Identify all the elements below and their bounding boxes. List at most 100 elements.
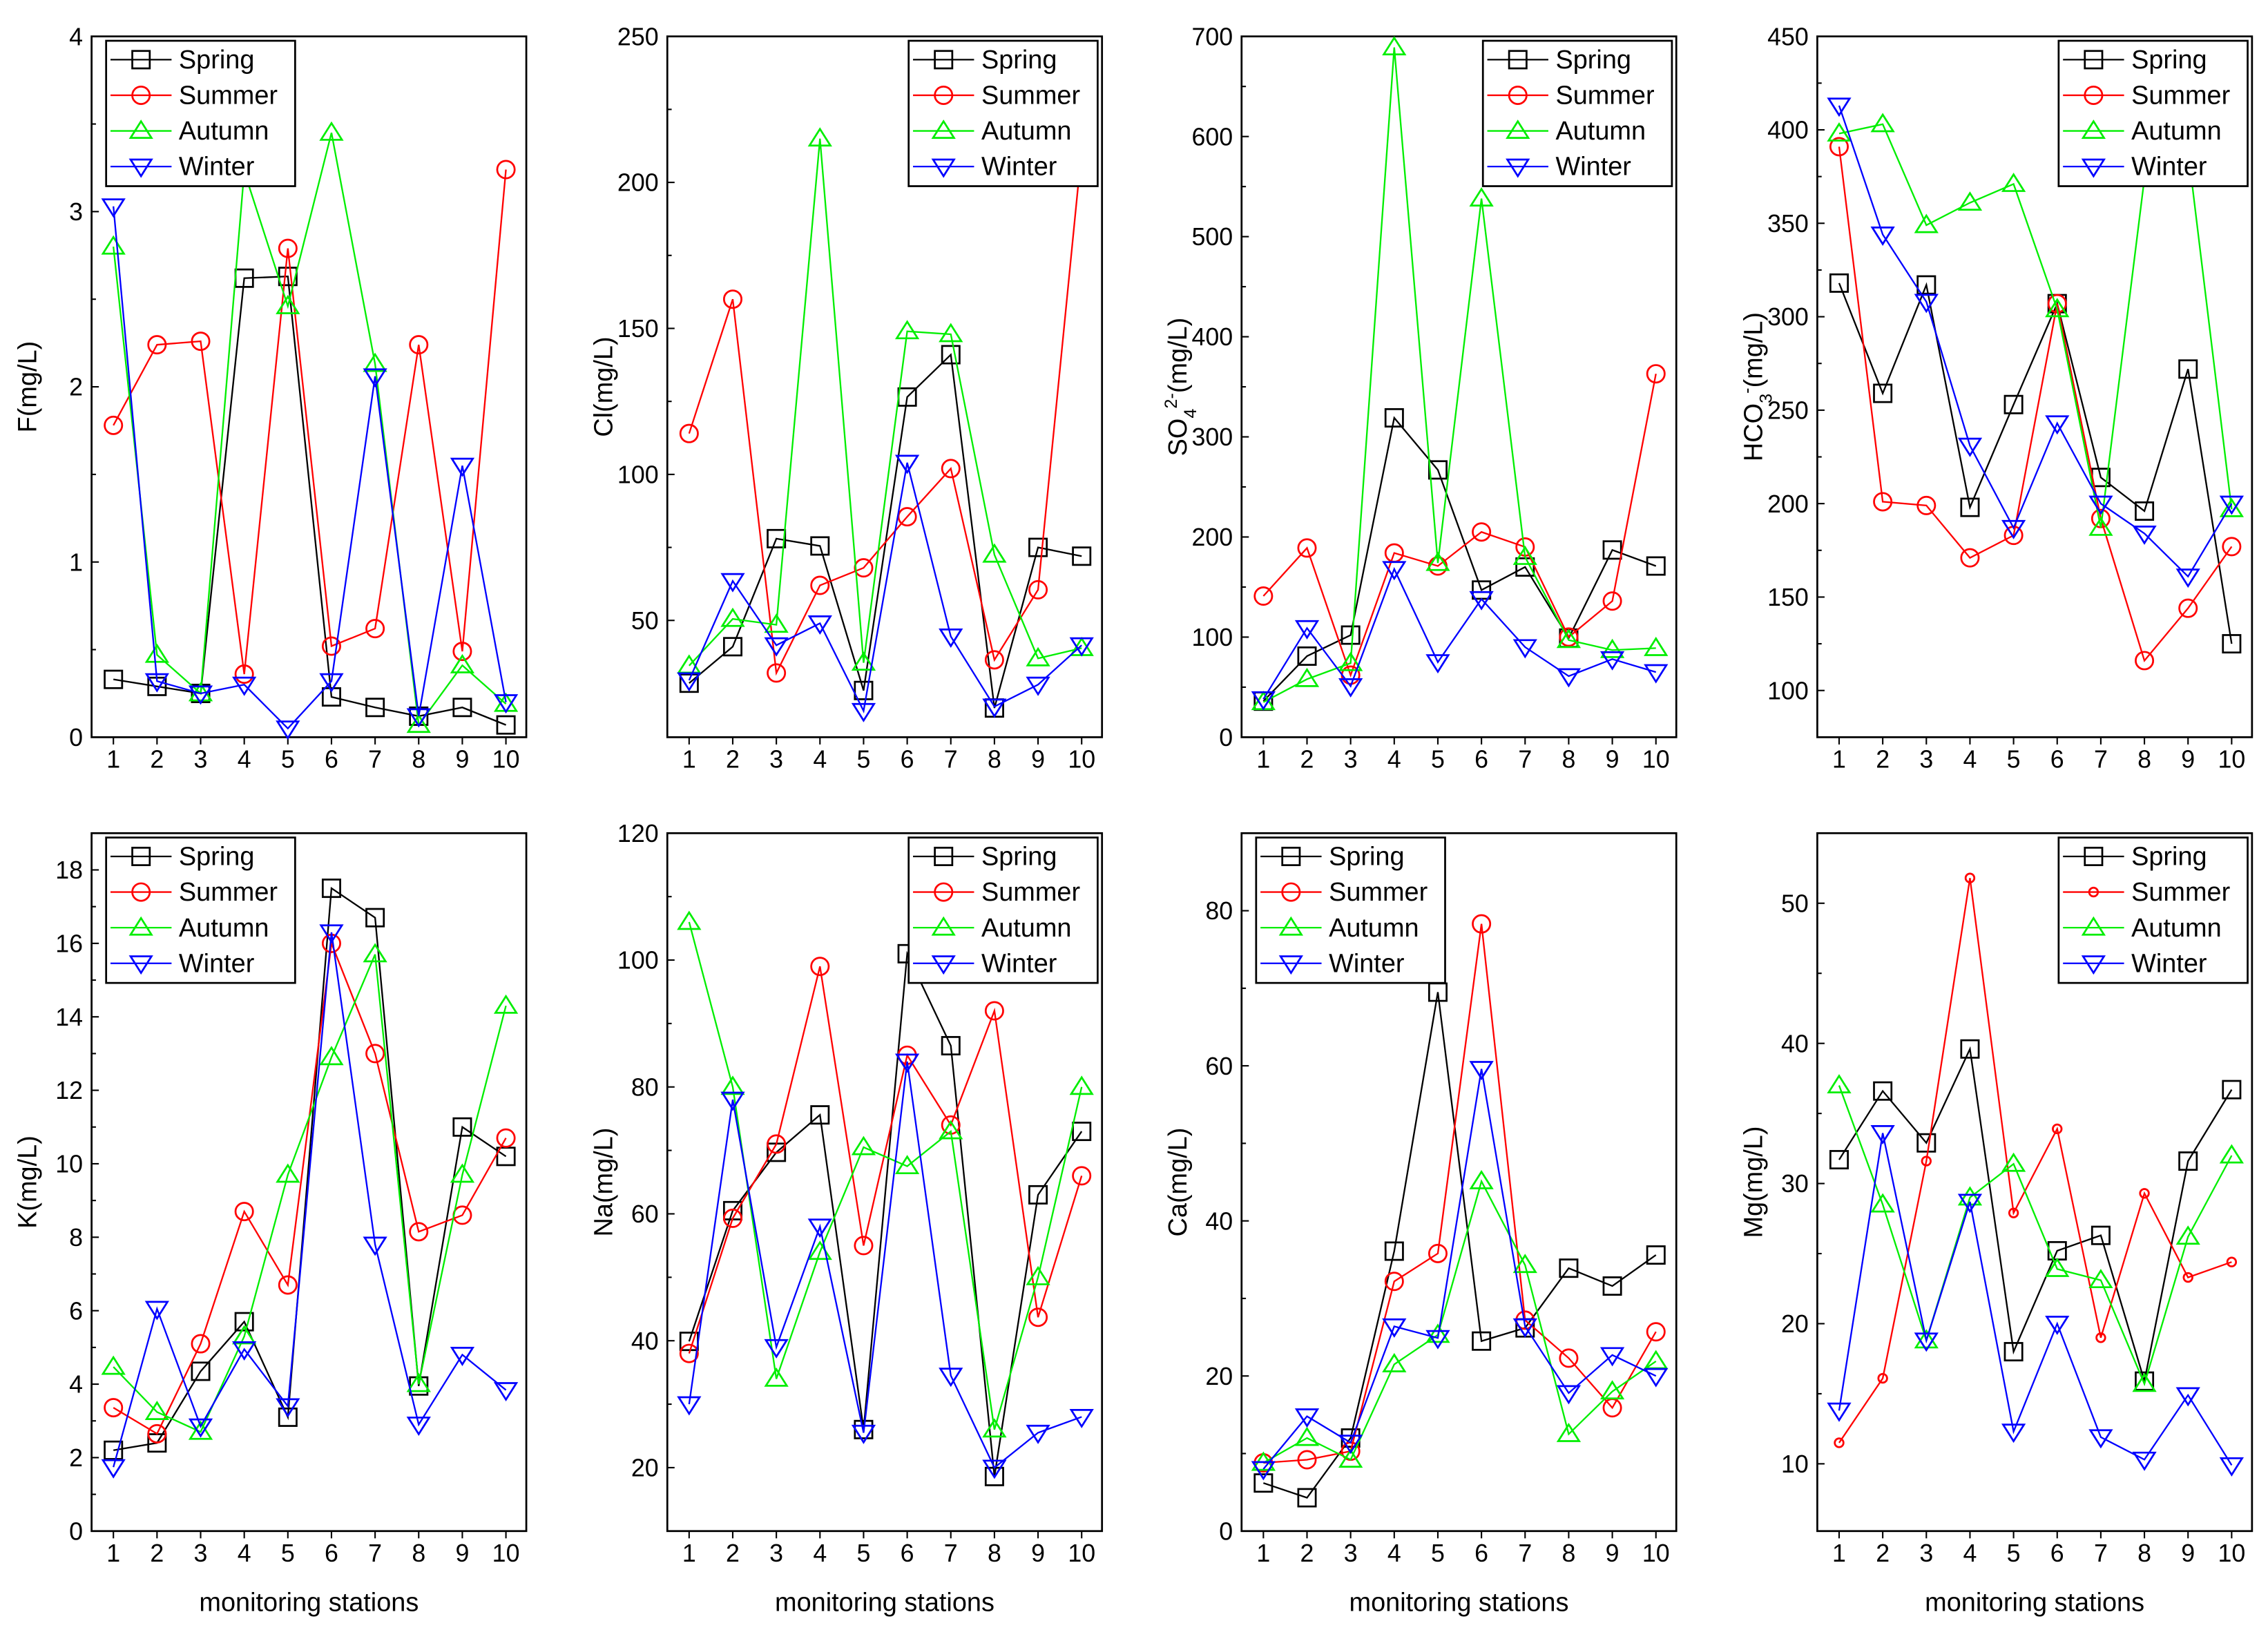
y-axis-label: Cl(mg/L) (589, 336, 618, 437)
legend-marker-autumn (128, 916, 153, 936)
data-point-spring (1072, 546, 1092, 566)
x-tick-label: 3 (194, 746, 208, 774)
data-point-autumn (720, 607, 745, 627)
data-point-spring (854, 680, 874, 700)
x-tick-label: 7 (2094, 1540, 2108, 1567)
data-point-winter (1026, 676, 1050, 696)
data-point-winter (851, 702, 876, 722)
data-point-summer (147, 335, 167, 355)
legend-marker-spring (2084, 846, 2104, 866)
data-point-autumn (1957, 191, 1983, 211)
x-tick-label: 5 (1431, 746, 1445, 774)
data-point-autumn (188, 1420, 213, 1440)
data-point-summer (810, 957, 830, 977)
y-tick-label: 120 (617, 820, 659, 847)
data-point-summer (191, 332, 211, 352)
y-tick-label: 1 (69, 548, 83, 576)
data-point-winter (1914, 1332, 1939, 1352)
data-point-autumn (144, 1401, 169, 1420)
x-tick-label: 3 (769, 746, 783, 774)
legend-label: Autumn (2131, 914, 2222, 943)
data-point-winter (720, 1091, 745, 1111)
data-point-spring (1873, 1081, 1893, 1101)
data-point-autumn (1870, 113, 1895, 133)
data-point-autumn (450, 1163, 475, 1183)
data-point-winter (450, 457, 475, 477)
x-tick-label: 5 (856, 746, 870, 774)
data-point-summer (234, 664, 254, 684)
data-point-summer (409, 335, 429, 355)
legend-marker-autumn (931, 916, 956, 936)
data-point-summer (679, 1343, 699, 1363)
legend-box (2057, 836, 2249, 984)
series-line-autumn (113, 954, 507, 1433)
legend-marker-winter (2081, 955, 2106, 975)
x-tick-label: 7 (944, 1540, 958, 1567)
data-point-summer (104, 415, 124, 435)
y-tick-label: 10 (55, 1151, 83, 1178)
x-tick-label: 1 (682, 746, 696, 774)
x-tick-label: 3 (1919, 1540, 1933, 1567)
y-axis-label: SO42-(mg/L) (1162, 318, 1200, 457)
legend-box (1481, 39, 1673, 187)
data-point-winter (232, 1341, 257, 1361)
data-point-autumn (1069, 1075, 1094, 1095)
y-tick-label: 150 (617, 315, 659, 343)
data-point-spring (1028, 1185, 1048, 1205)
y-tick-label: 50 (1781, 890, 1809, 917)
y-axis-label: HCO3-(mg/L) (1737, 312, 1776, 461)
data-point-winter (764, 637, 789, 657)
data-point-summer (767, 1134, 787, 1154)
legend: Spring Summer Autumn Winter (907, 836, 1099, 984)
data-point-summer (1028, 579, 1048, 600)
y-tick-label: 2 (69, 1444, 83, 1472)
data-point-winter (2132, 1451, 2157, 1471)
data-point-spring (1960, 497, 1980, 517)
series-line-summer (113, 943, 507, 1435)
data-point-winter (1870, 227, 1895, 246)
data-point-autumn (1556, 1422, 1582, 1442)
data-point-autumn (450, 653, 475, 673)
data-point-winter (851, 1424, 876, 1444)
legend-box (1255, 836, 1446, 984)
data-point-summer (1646, 364, 1666, 384)
data-point-summer (1559, 1348, 1579, 1368)
y-tick-label: 0 (69, 1517, 83, 1545)
data-point-autumn (1599, 1380, 1625, 1400)
y-tick-label: 12 (55, 1077, 83, 1104)
data-point-spring (365, 908, 385, 928)
x-tick-label: 4 (1387, 1540, 1401, 1567)
data-point-winter (2088, 1429, 2113, 1449)
legend-label: Winter (1555, 153, 1631, 182)
legend-label: Autumn (179, 117, 269, 146)
data-point-autumn (764, 1367, 789, 1387)
data-point-summer (104, 1398, 124, 1418)
data-point-summer (1646, 1322, 1666, 1342)
y-tick-label: 0 (69, 724, 83, 751)
data-point-autumn (276, 294, 300, 314)
series-line-autumn (1838, 1085, 2233, 1387)
x-tick-label: 9 (1031, 746, 1045, 774)
data-point-spring (278, 1407, 298, 1427)
data-point-spring (234, 1312, 254, 1332)
legend-box (2057, 39, 2249, 187)
data-point-winter (1469, 591, 1494, 611)
x-tick-label: 7 (368, 1540, 382, 1567)
data-point-spring (1428, 460, 1448, 480)
y-axis-label-part: HCO (1739, 403, 1768, 461)
data-point-autumn (1469, 1169, 1494, 1189)
legend-label: Spring (981, 46, 1057, 75)
data-point-autumn (764, 613, 789, 633)
data-point-winter (1957, 1193, 1983, 1214)
data-point-summer (147, 1423, 167, 1444)
data-point-summer (2222, 537, 2242, 557)
data-point-autumn (406, 1372, 431, 1392)
data-point-spring (1602, 1276, 1622, 1296)
legend: Spring Summer Autumn Winter (105, 836, 296, 984)
data-point-winter (807, 615, 832, 635)
legend-label: Spring (1329, 843, 1404, 872)
x-tick-label: 6 (325, 1540, 338, 1567)
legend-label: Autumn (981, 117, 1072, 146)
